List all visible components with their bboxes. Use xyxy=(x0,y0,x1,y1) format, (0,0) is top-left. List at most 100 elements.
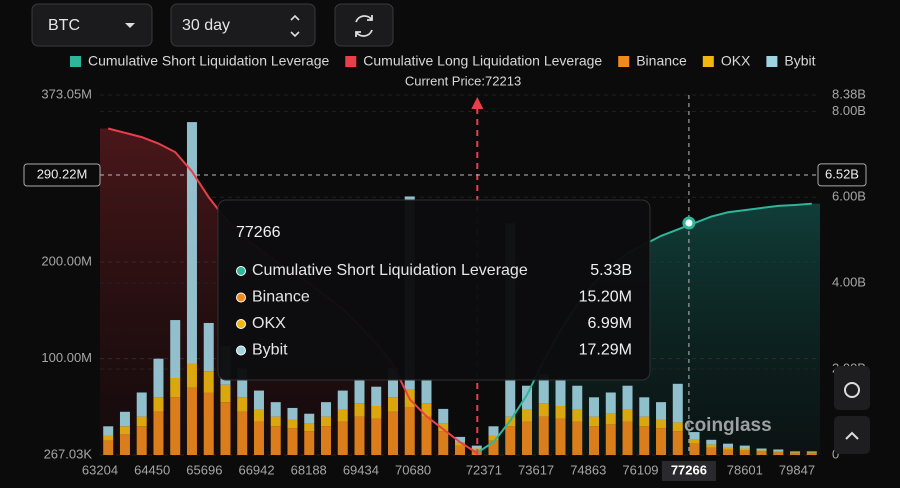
bar-segment xyxy=(270,402,281,417)
bar-segment xyxy=(287,428,298,455)
bar-segment xyxy=(672,431,683,455)
x-tick-label: 74863 xyxy=(570,462,606,477)
bar-segment xyxy=(354,416,365,455)
bar-segment xyxy=(622,409,633,422)
bar-segment xyxy=(119,426,130,435)
refresh-button[interactable] xyxy=(334,3,394,47)
bar-segment xyxy=(689,439,700,444)
tooltip-value: 17.29M xyxy=(579,342,632,359)
bar-segment xyxy=(337,409,348,422)
bar-segment xyxy=(438,423,449,432)
bar-segment xyxy=(605,424,616,455)
y-tick-label: 200.00M xyxy=(41,254,92,269)
settings-button[interactable] xyxy=(834,366,870,410)
y-tick-label: 267.03K xyxy=(44,446,93,461)
bar-segment xyxy=(739,448,750,451)
gear-icon xyxy=(844,382,860,398)
bar-segment xyxy=(689,443,700,455)
bar-segment xyxy=(522,421,533,455)
legend-label: Bybit xyxy=(784,53,815,69)
tooltip-value: 6.99M xyxy=(588,315,632,332)
bar-segment xyxy=(656,402,667,420)
bar-segment xyxy=(773,449,784,452)
tooltip-value: 15.20M xyxy=(579,289,632,306)
crosshair-y2-label: 6.52B xyxy=(825,166,859,181)
bar-segment xyxy=(672,422,683,432)
x-tick-label: 73617 xyxy=(518,462,554,477)
bar-segment xyxy=(455,442,465,446)
bar-segment xyxy=(421,403,432,417)
bar-segment xyxy=(706,447,717,455)
x-tick-label: 69434 xyxy=(343,462,379,477)
y-tick-label: 100.00M xyxy=(41,350,92,365)
scroll-top-button[interactable] xyxy=(834,416,870,454)
bar-segment xyxy=(253,390,264,410)
crosshair-y-box xyxy=(23,163,101,187)
bar-segment xyxy=(103,440,114,455)
x-tick-label: 76109 xyxy=(622,462,658,477)
tooltip-dot xyxy=(236,266,246,276)
tooltip-dot xyxy=(236,345,246,356)
bar-segment xyxy=(773,452,784,455)
bar-segment xyxy=(253,409,264,422)
current-price-label: Current Price:72213 xyxy=(405,73,521,88)
bar-segment xyxy=(756,448,767,451)
legend-swatch xyxy=(766,56,778,67)
bar-segment xyxy=(186,387,197,455)
tooltip-name: Binance xyxy=(252,289,310,306)
bar-segment xyxy=(237,368,248,398)
x-tick-label: 68188 xyxy=(291,462,327,477)
bar-segment xyxy=(337,421,348,455)
symbol-select[interactable] xyxy=(31,3,153,47)
bar-segment xyxy=(421,378,432,404)
bar-segment xyxy=(706,439,717,445)
y2-tick-label: 8.38B xyxy=(832,86,866,101)
bar-segment xyxy=(790,452,801,454)
bar-segment xyxy=(354,378,365,404)
bar-segment xyxy=(555,406,566,419)
bar-segment xyxy=(572,421,583,455)
bar-segment xyxy=(723,449,734,455)
bar-segment xyxy=(203,371,214,393)
symbol-text: BTC xyxy=(48,17,80,34)
crosshair-x-box xyxy=(661,461,716,481)
bar-segment xyxy=(404,406,415,455)
bar-segment xyxy=(320,426,331,455)
bar-segment xyxy=(136,416,147,427)
bar-segment xyxy=(153,358,164,398)
bar-segment xyxy=(287,407,298,420)
bar-segment xyxy=(203,392,214,455)
x-tick-label: 72371 xyxy=(466,462,502,477)
watermark: coinglass xyxy=(684,415,772,436)
bar-segment xyxy=(656,419,667,429)
bar-segment xyxy=(186,363,197,388)
crosshair-y-label: 290.22M xyxy=(37,166,88,181)
bar-segment xyxy=(103,435,114,441)
bar-segment xyxy=(605,392,616,414)
bar-segment xyxy=(320,416,331,427)
bar-segment xyxy=(304,413,315,424)
hover-dot xyxy=(682,216,696,230)
tooltip-name: OKX xyxy=(252,315,286,332)
bar-segment xyxy=(136,426,147,455)
bar-segment xyxy=(371,418,382,455)
legend-label: Binance xyxy=(636,53,687,69)
bar-segment xyxy=(253,421,264,455)
bar-segment xyxy=(170,320,181,379)
y2-tick-label: 4.00B xyxy=(832,275,866,290)
y2-tick-label: 0 xyxy=(832,446,839,461)
bar-segment xyxy=(488,435,499,441)
period-select[interactable] xyxy=(170,3,316,47)
caret xyxy=(125,23,135,28)
legend-label: OKX xyxy=(721,53,751,69)
y-tick-label: 373.05M xyxy=(41,86,92,101)
tooltip-value: 5.33B xyxy=(590,262,632,279)
bar-segment xyxy=(806,451,817,453)
bar-segment xyxy=(354,403,365,417)
bar-segment xyxy=(589,397,600,417)
bar-segment xyxy=(220,402,231,455)
bar-segment xyxy=(320,402,331,417)
legend-swatch xyxy=(345,56,357,67)
bar-segment xyxy=(136,392,147,417)
bar-segment xyxy=(589,416,600,427)
